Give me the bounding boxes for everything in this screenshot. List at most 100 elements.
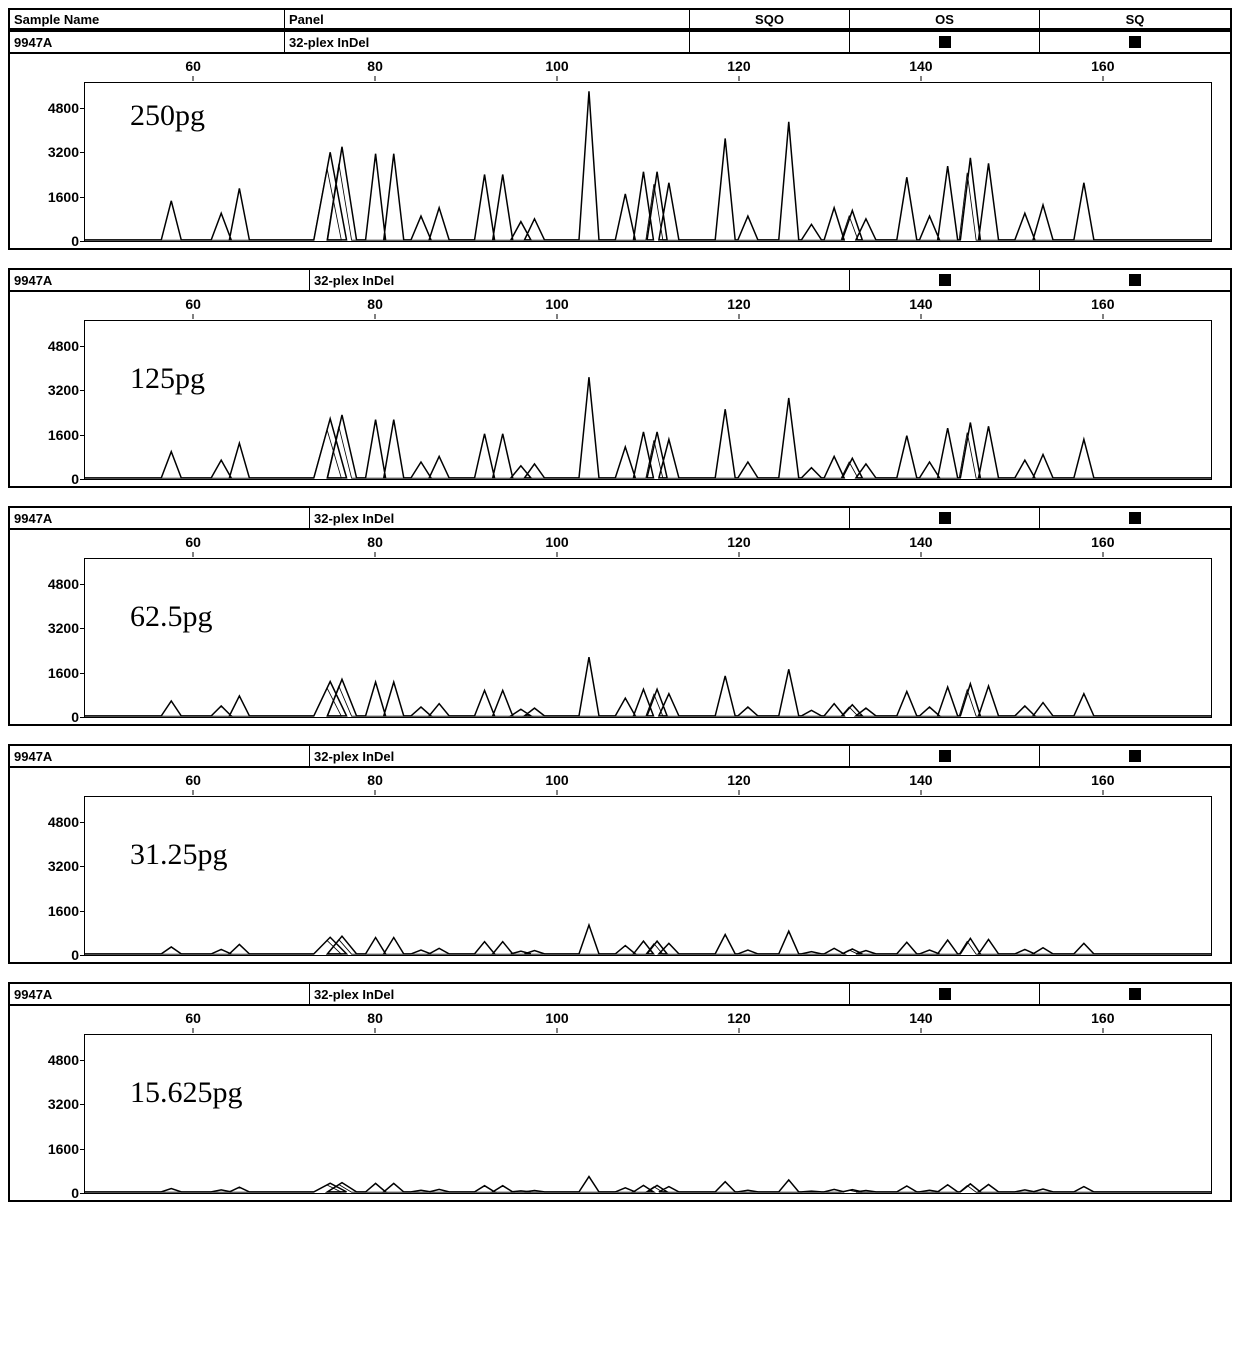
panel-sq-marker — [1040, 270, 1230, 290]
col-header-panel: Panel — [285, 10, 690, 28]
trace-main-line — [85, 1177, 1211, 1192]
x-tick-label: 140 — [909, 296, 932, 312]
trace-main-line — [85, 925, 1211, 954]
square-marker-icon — [939, 750, 951, 762]
electropherogram-panel: 9947A 32-plex InDel 6080100120140160 016… — [8, 268, 1232, 488]
x-tick-label: 160 — [1091, 58, 1114, 74]
panel-name: 32-plex InDel — [285, 32, 690, 52]
x-tick-label: 100 — [545, 58, 568, 74]
trace-main-line — [85, 91, 1211, 240]
y-tick-label: 3200 — [25, 1096, 79, 1112]
plot-area: 0160032004800 15.625pg — [84, 1034, 1212, 1194]
x-tick-mark — [920, 552, 921, 557]
panel-header: 9947A 32-plex InDel — [10, 32, 1230, 54]
y-tick-label: 4800 — [25, 814, 79, 830]
panel-name: 32-plex InDel — [310, 270, 850, 290]
panel-header: 9947A 32-plex InDel — [10, 508, 1230, 530]
x-axis: 6080100120140160 — [84, 296, 1212, 320]
plot-area: 0160032004800 31.25pg — [84, 796, 1212, 956]
square-marker-icon — [1129, 750, 1141, 762]
square-marker-icon — [939, 988, 951, 1000]
square-marker-icon — [1129, 512, 1141, 524]
square-marker-icon — [939, 36, 951, 48]
panel-sample-name: 9947A — [10, 508, 310, 528]
electropherogram-panel: 9947A 32-plex InDel 6080100120140160 016… — [8, 982, 1232, 1202]
x-tick-label: 100 — [545, 772, 568, 788]
x-tick-mark — [557, 1028, 558, 1033]
panel-os-marker — [850, 270, 1040, 290]
x-tick-label: 120 — [727, 772, 750, 788]
square-marker-icon — [1129, 36, 1141, 48]
panel-os-marker — [850, 746, 1040, 766]
x-tick-label: 120 — [727, 58, 750, 74]
x-tick-label: 160 — [1091, 1010, 1114, 1026]
panel-sample-name: 9947A — [10, 32, 285, 52]
plot-area: 0160032004800 62.5pg — [84, 558, 1212, 718]
x-tick-label: 120 — [727, 534, 750, 550]
panel-sample-name: 9947A — [10, 746, 310, 766]
y-tick-label: 1600 — [25, 665, 79, 681]
electropherogram-panel: 9947A 32-plex InDel 6080100120140160 016… — [8, 744, 1232, 964]
x-tick-label: 60 — [185, 534, 201, 550]
x-tick-label: 60 — [185, 58, 201, 74]
x-tick-label: 160 — [1091, 534, 1114, 550]
x-tick-mark — [920, 76, 921, 81]
x-tick-label: 80 — [367, 772, 383, 788]
y-tick-label: 3200 — [25, 620, 79, 636]
x-tick-label: 80 — [367, 1010, 383, 1026]
x-tick-label: 60 — [185, 296, 201, 312]
x-tick-label: 140 — [909, 534, 932, 550]
y-tick-mark — [80, 241, 85, 242]
x-tick-mark — [375, 76, 376, 81]
trace-svg — [85, 83, 1211, 241]
x-tick-label: 60 — [185, 772, 201, 788]
panel-sq-marker — [1040, 746, 1230, 766]
y-tick-label: 4800 — [25, 1052, 79, 1068]
panel-name: 32-plex InDel — [310, 984, 850, 1004]
panel-sample-name: 9947A — [10, 984, 310, 1004]
x-tick-label: 120 — [727, 296, 750, 312]
x-tick-mark — [193, 314, 194, 319]
trace-svg — [85, 797, 1211, 955]
x-tick-label: 60 — [185, 1010, 201, 1026]
electropherogram-panel: 9947A 32-plex InDel 60 80 100 120 140 160 016… — [8, 30, 1232, 250]
x-tick-label: 140 — [909, 58, 932, 74]
y-tick-label: 3200 — [25, 144, 79, 160]
trace-svg — [85, 321, 1211, 479]
col-header-sample: Sample Name — [10, 10, 285, 28]
x-tick-mark — [738, 314, 739, 319]
trace-main-line — [85, 657, 1211, 716]
y-tick-mark — [80, 1193, 85, 1194]
y-tick-label: 1600 — [25, 427, 79, 443]
x-tick-mark — [193, 1028, 194, 1033]
x-tick-mark — [557, 314, 558, 319]
plot-wrap: 6080100120140160 0160032004800 31.25pg — [10, 768, 1230, 962]
x-axis: 6080100120140160 — [84, 1010, 1212, 1034]
panel-sq-marker — [1040, 984, 1230, 1004]
plot-area: 0160032004800 250pg — [84, 82, 1212, 242]
x-tick-label: 140 — [909, 1010, 932, 1026]
y-tick-label: 1600 — [25, 189, 79, 205]
panel-header: 9947A 32-plex InDel — [10, 270, 1230, 292]
panel-os-marker — [850, 32, 1040, 52]
main-header: Sample Name Panel SQO OS SQ — [8, 8, 1232, 30]
y-tick-label: 3200 — [25, 382, 79, 398]
x-tick-mark — [557, 790, 558, 795]
x-tick-mark — [1102, 790, 1103, 795]
x-tick-label: 80 — [367, 58, 383, 74]
panel-sq-marker — [1040, 508, 1230, 528]
x-axis: 6080100120140160 — [84, 772, 1212, 796]
y-tick-label: 3200 — [25, 858, 79, 874]
x-tick-mark — [375, 552, 376, 557]
y-tick-mark — [80, 955, 85, 956]
x-tick-label: 160 — [1091, 296, 1114, 312]
x-tick-mark — [920, 1028, 921, 1033]
x-tick-mark — [920, 314, 921, 319]
x-tick-mark — [738, 552, 739, 557]
y-tick-mark — [80, 717, 85, 718]
y-tick-label: 4800 — [25, 576, 79, 592]
plot-wrap: 6080100120140160 0160032004800 62.5pg — [10, 530, 1230, 724]
x-tick-mark — [193, 76, 194, 81]
square-marker-icon — [1129, 988, 1141, 1000]
y-tick-mark — [80, 479, 85, 480]
